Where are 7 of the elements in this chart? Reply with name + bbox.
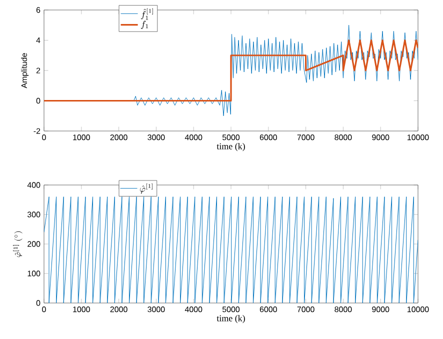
x-axis-title: time (k) (216, 143, 245, 152)
x-axis-title: time (k) (216, 315, 245, 324)
legend-label: $\hat{\varphi}^{[1]}$ (140, 183, 152, 194)
legend-label: $f_1$ (141, 20, 148, 29)
y-axis-title: $\hat{\varphi}^{[1]}\ (^\circ)$ (13, 231, 22, 258)
line-series (44, 196, 418, 303)
legend-label: $\hat{f}_1^{[1]}$ (141, 8, 153, 20)
